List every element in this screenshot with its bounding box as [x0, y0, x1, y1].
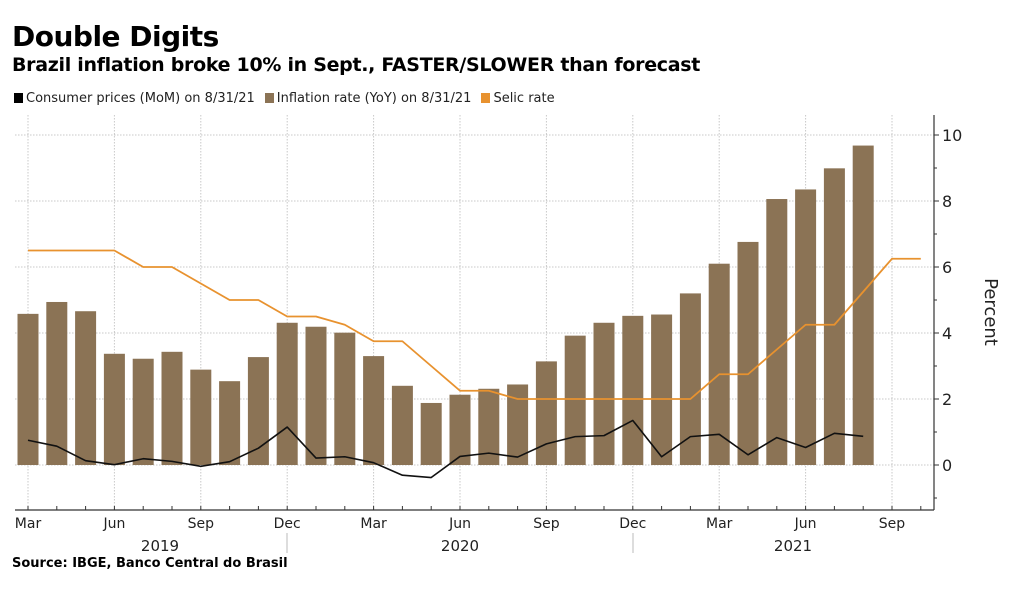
bar-yoy [219, 381, 241, 465]
bar-yoy [679, 293, 701, 465]
legend-label-selic: Selic rate [493, 91, 555, 106]
bar-yoy [276, 322, 298, 465]
y-tick-label: 4 [942, 324, 952, 343]
bar-yoy [795, 189, 817, 465]
legend-label-mom: Consumer prices (MoM) on 8/31/21 [26, 91, 255, 106]
bar-yoy [507, 384, 529, 465]
legend-item-selic: Selic rate [481, 91, 555, 106]
bar-yoy [651, 314, 673, 465]
year-label: 2020 [441, 537, 479, 555]
x-tick-label: Sep [879, 516, 906, 532]
bar-yoy [132, 358, 154, 465]
bar-yoy [46, 301, 68, 465]
bar-yoy [708, 263, 730, 465]
bar-yoy [17, 313, 39, 465]
bar-yoy [190, 369, 212, 465]
x-tick-label: Jun [102, 516, 125, 532]
y-tick-label: 10 [942, 126, 962, 145]
bar-yoy [305, 326, 327, 465]
bar-yoy [766, 199, 788, 465]
year-label: 2021 [774, 537, 812, 555]
legend-label-yoy: Inflation rate (YoY) on 8/31/21 [276, 91, 472, 106]
x-tick-label: Mar [15, 516, 42, 532]
x-tick-label: Sep [533, 516, 560, 532]
bar-yoy [75, 311, 97, 465]
legend-item-mom: Consumer prices (MoM) on 8/31/21 [14, 91, 255, 106]
bar-yoy [161, 351, 183, 465]
year-label: 2019 [141, 537, 179, 555]
source-note: Source: IBGE, Banco Central do Brasil [12, 556, 288, 571]
bar-yoy [478, 388, 500, 465]
x-tick-label: Dec [274, 516, 301, 532]
bar-yoy [564, 335, 586, 465]
x-tick-label: Jun [448, 516, 471, 532]
bar-yoy [852, 145, 874, 465]
bar-yoy [737, 241, 759, 465]
y-tick-label: 6 [942, 258, 952, 277]
y-axis-label: Percent [980, 278, 1001, 346]
bar-yoy [420, 402, 442, 465]
line-mom [27, 419, 864, 479]
bar-yoy [823, 168, 845, 465]
line-selic [28, 249, 921, 400]
x-tick-label: Dec [619, 516, 646, 532]
chart-subtitle: Brazil inflation broke 10% in Sept., FAS… [12, 54, 701, 76]
x-tick-label: Jun [794, 516, 817, 532]
bar-yoy [363, 356, 385, 465]
y-tick-label: 0 [942, 456, 952, 475]
x-tick-label: Sep [188, 516, 215, 532]
chart-title: Double Digits [12, 20, 219, 53]
bar-yoy [334, 332, 356, 465]
legend-swatch-yoy [264, 93, 274, 103]
x-tick-label: Mar [360, 516, 387, 532]
y-tick-label: 2 [942, 390, 952, 409]
bar-yoy [593, 322, 615, 465]
bar-yoy [449, 394, 471, 465]
y-tick-label: 8 [942, 192, 952, 211]
bar-yoy [535, 361, 557, 465]
legend-swatch-selic [481, 93, 491, 103]
legend-swatch-mom [14, 93, 23, 103]
legend-item-yoy: Inflation rate (YoY) on 8/31/21 [264, 91, 472, 106]
bar-yoy [622, 315, 644, 465]
bar-yoy [391, 385, 413, 465]
bar-yoy [103, 353, 125, 465]
legend: Consumer prices (MoM) on 8/31/21 Inflati… [14, 91, 555, 106]
bar-yoy [247, 357, 269, 465]
x-tick-label: Mar [706, 516, 733, 532]
